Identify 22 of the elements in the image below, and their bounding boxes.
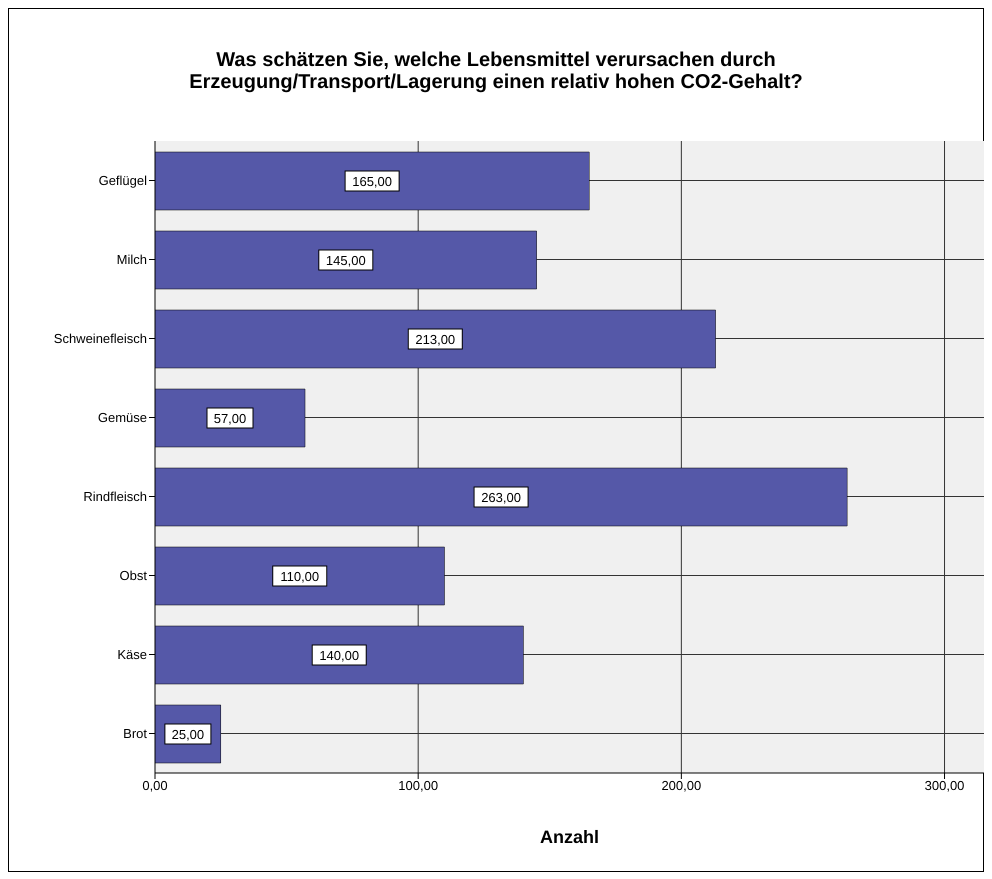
x-tick-label: 0,00: [142, 778, 168, 794]
y-tick-label: Geflügel: [98, 173, 148, 188]
data-label: 25,00: [172, 727, 204, 742]
data-label: 263,00: [481, 490, 521, 505]
x-tick-label: 200,00: [661, 778, 702, 794]
y-tick-label: Schweinefleisch: [54, 331, 147, 346]
data-label: 165,00: [352, 174, 392, 189]
x-tick-label: 100,00: [398, 778, 438, 794]
data-label: 140,00: [319, 648, 360, 663]
data-label: 213,00: [415, 332, 456, 347]
x-tick-label: 300,00: [924, 778, 964, 794]
y-tick-label: Brot: [123, 726, 148, 742]
x-axis-title: Anzahl: [538, 827, 600, 848]
chart-title: Was schätzen Sie, welche Lebensmittel verursachen durch Erzeugung/Transport/Lagerung einen relativ hohen CO2-Gehalt?: [188, 49, 804, 93]
data-label: 145,00: [326, 253, 366, 268]
data-label: 57,00: [214, 411, 246, 426]
y-tick-label: Obst: [120, 568, 148, 584]
data-label: 110,00: [280, 569, 320, 584]
y-tick-label: Milch: [116, 252, 147, 268]
y-tick-label: Käse: [117, 647, 147, 662]
y-tick-label: Gemüse: [98, 410, 147, 426]
y-tick-label: Rindfleisch: [83, 489, 147, 504]
